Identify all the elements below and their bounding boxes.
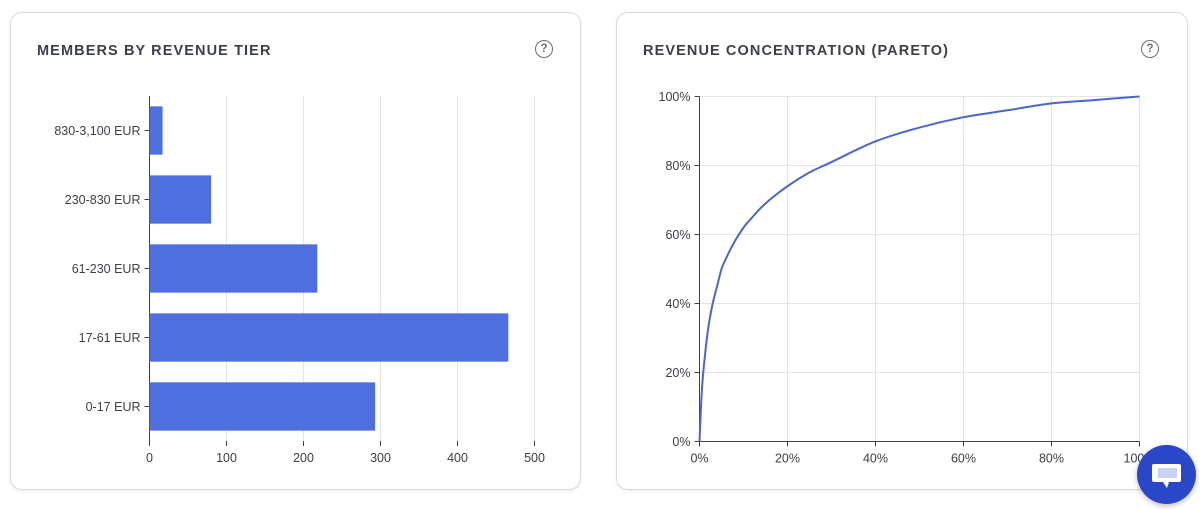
y-tick-label: 60% xyxy=(665,228,690,242)
category-label: 230-830 EUR xyxy=(65,193,141,207)
x-tick-label: 80% xyxy=(1039,452,1064,466)
help-icon[interactable]: ? xyxy=(535,40,553,58)
card-title: MEMBERS BY REVENUE TIER xyxy=(37,43,272,59)
bar xyxy=(149,382,376,431)
category-label: 17-61 EUR xyxy=(79,331,141,345)
category-label: 0-17 EUR xyxy=(86,400,141,414)
help-icon[interactable]: ? xyxy=(1141,40,1159,58)
category-label: 61-230 EUR xyxy=(72,262,141,276)
y-tick-label: 40% xyxy=(665,297,690,311)
chat-bubble-icon xyxy=(1152,464,1181,488)
x-tick-label: 500 xyxy=(524,451,545,465)
revenue-concentration-card: REVENUE CONCENTRATION (PARETO) ? xyxy=(616,12,1188,490)
x-tick-label: 60% xyxy=(951,452,976,466)
chat-button[interactable] xyxy=(1137,445,1196,504)
y-tick-label: 0% xyxy=(672,435,690,449)
y-tick-label: 20% xyxy=(665,366,690,380)
bar xyxy=(149,175,212,224)
x-tick-label: 0 xyxy=(146,451,153,465)
series-line xyxy=(698,95,1140,442)
x-tick-label: 300 xyxy=(370,451,391,465)
y-tick-label: 80% xyxy=(665,159,690,173)
y-tick-label: 100% xyxy=(659,90,691,104)
x-tick-label: 200 xyxy=(293,451,314,465)
bar xyxy=(149,106,163,155)
category-label: 830-3,100 EUR xyxy=(54,124,140,138)
x-tick-label: 40% xyxy=(863,452,888,466)
bar xyxy=(149,313,509,362)
x-tick-label: 100 xyxy=(216,451,237,465)
bar xyxy=(149,244,318,293)
x-tick-label: 400 xyxy=(447,451,468,465)
card-title: REVENUE CONCENTRATION (PARETO) xyxy=(643,43,950,59)
x-tick-label: 0% xyxy=(690,452,708,466)
x-tick-label: 20% xyxy=(775,452,800,466)
